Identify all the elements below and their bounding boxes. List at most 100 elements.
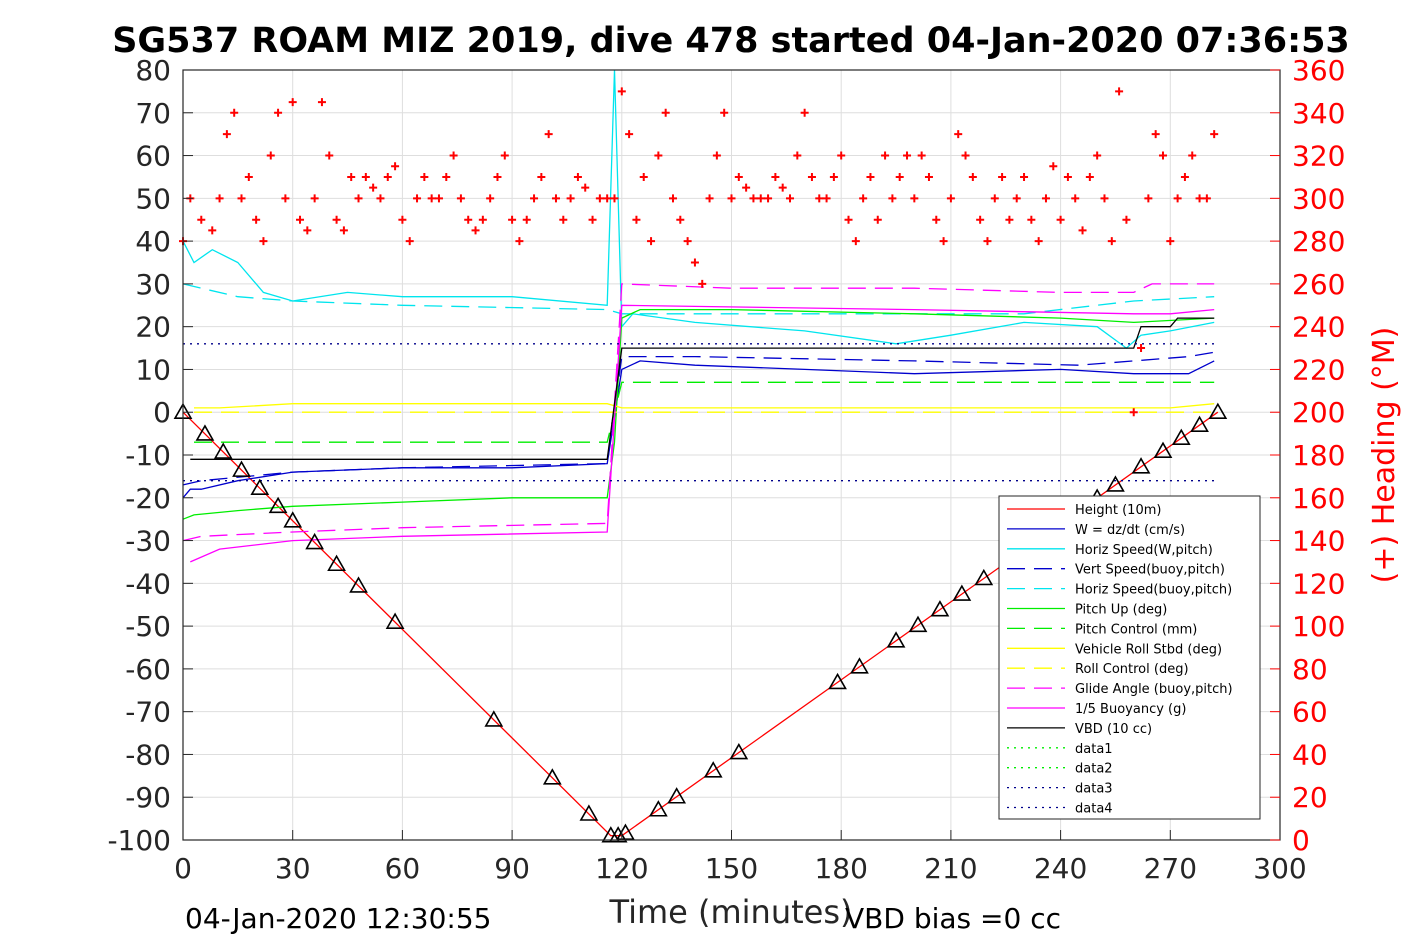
- heading-point: [676, 215, 685, 224]
- heading-point: [683, 237, 692, 246]
- heading-point: [946, 194, 955, 203]
- heading-point: [434, 194, 443, 203]
- y-tick-label-right: 280: [1292, 225, 1345, 258]
- heading-point: [829, 172, 838, 181]
- depth-marker: [974, 568, 994, 586]
- y-tick-label-right: 20: [1292, 781, 1328, 814]
- x-tick-label: 0: [174, 852, 192, 885]
- depth-marker: [579, 804, 599, 821]
- heading-point: [1129, 408, 1138, 417]
- legend-label: Vehicle Roll Stbd (deg): [1075, 642, 1222, 657]
- heading-point: [1180, 172, 1189, 181]
- heading-point: [668, 194, 677, 203]
- x-tick-label: 300: [1253, 852, 1306, 885]
- heading-point: [420, 172, 429, 181]
- heading-point: [1100, 194, 1109, 203]
- heading-point: [197, 215, 206, 224]
- y-tick-label-right: 0: [1292, 824, 1310, 857]
- heading-point: [734, 172, 743, 181]
- heading-point: [690, 258, 699, 267]
- x-tick-label: 240: [1034, 852, 1087, 885]
- heading-point: [522, 215, 531, 224]
- heading-point: [325, 151, 334, 160]
- heading-point: [1085, 172, 1094, 181]
- heading-point: [932, 215, 941, 224]
- y-tick-label-left: 50: [135, 182, 171, 215]
- heading-point: [1115, 87, 1124, 96]
- heading-point: [705, 194, 714, 203]
- heading-point: [347, 172, 356, 181]
- legend-label: data3: [1075, 782, 1113, 797]
- depth-marker: [1208, 402, 1228, 420]
- series-line-1: [182, 360, 1215, 499]
- footer-timestamp: 04-Jan-2020 12:30:55: [185, 902, 491, 935]
- heading-point: [961, 151, 970, 160]
- heading-point: [405, 237, 414, 246]
- x-tick-label: 60: [385, 852, 421, 885]
- y-tick-label-right: 160: [1292, 482, 1345, 515]
- heading-point: [354, 194, 363, 203]
- heading-point: [1173, 194, 1182, 203]
- heading-point: [720, 108, 729, 117]
- heading-point: [551, 194, 560, 203]
- heading-point: [500, 151, 509, 160]
- heading-point: [369, 183, 378, 192]
- heading-point: [698, 279, 707, 288]
- heading-point: [1005, 215, 1014, 224]
- y-tick-label-left: -60: [125, 653, 171, 686]
- heading-point: [1195, 194, 1204, 203]
- legend-label: W = dz/dt (cm/s): [1075, 523, 1185, 538]
- axis-ticks: 0 30 60 90 120 150 180 210 240 270 300-100-90-80-7…: [107, 54, 1345, 885]
- legend-label: data1: [1075, 742, 1113, 757]
- legend-label: Vert Speed(buoy,pitch): [1075, 563, 1225, 578]
- heading-point: [252, 215, 261, 224]
- heading-point: [647, 237, 656, 246]
- heading-point: [530, 194, 539, 203]
- heading-point: [222, 130, 231, 139]
- y-tick-label-right: 200: [1292, 396, 1345, 429]
- legend-box: [998, 495, 1261, 820]
- y-tick-label-left: -70: [125, 696, 171, 729]
- y-tick-label-right: 220: [1292, 353, 1345, 386]
- heading-point: [910, 194, 919, 203]
- heading-point: [303, 226, 312, 235]
- heading-point: [778, 183, 787, 192]
- heading-point: [1020, 172, 1029, 181]
- heading-point: [983, 237, 992, 246]
- heading-point: [756, 194, 765, 203]
- y-tick-label-right: 60: [1292, 696, 1328, 729]
- legend-label: Glide Angle (buoy,pitch): [1075, 682, 1233, 697]
- y-tick-label-left: 60: [135, 140, 171, 173]
- heading-point: [998, 172, 1007, 181]
- series-line-5: [182, 308, 1215, 520]
- depth-marker: [213, 442, 233, 459]
- heading-point: [573, 172, 582, 181]
- heading-point: [581, 183, 590, 192]
- heading-point: [851, 237, 860, 246]
- heading-point: [712, 151, 721, 160]
- heading-point: [895, 172, 904, 181]
- heading-point: [815, 194, 824, 203]
- series-line-10: [190, 304, 1215, 563]
- heading-point: [544, 130, 553, 139]
- heading-point: [259, 237, 268, 246]
- heading-point: [449, 151, 458, 160]
- heading-point: [866, 172, 875, 181]
- y-tick-label-right: 300: [1292, 182, 1345, 215]
- heading-point: [1188, 151, 1197, 160]
- y-tick-label-left: 20: [135, 311, 171, 344]
- depth-marker: [327, 554, 346, 572]
- heading-point: [639, 172, 648, 181]
- heading-point: [237, 194, 246, 203]
- y-axis-label-right: (+) Heading (°M): [1367, 327, 1402, 584]
- heading-point: [1144, 194, 1153, 203]
- y-tick-label-left: -80: [125, 738, 171, 771]
- depth-marker: [1106, 475, 1125, 492]
- heading-point: [786, 194, 795, 203]
- y-tick-label-right: 100: [1292, 610, 1345, 643]
- heading-point: [1137, 344, 1146, 353]
- heading-point: [990, 194, 999, 203]
- heading-point: [610, 194, 619, 203]
- y-tick-label-right: 120: [1292, 567, 1345, 600]
